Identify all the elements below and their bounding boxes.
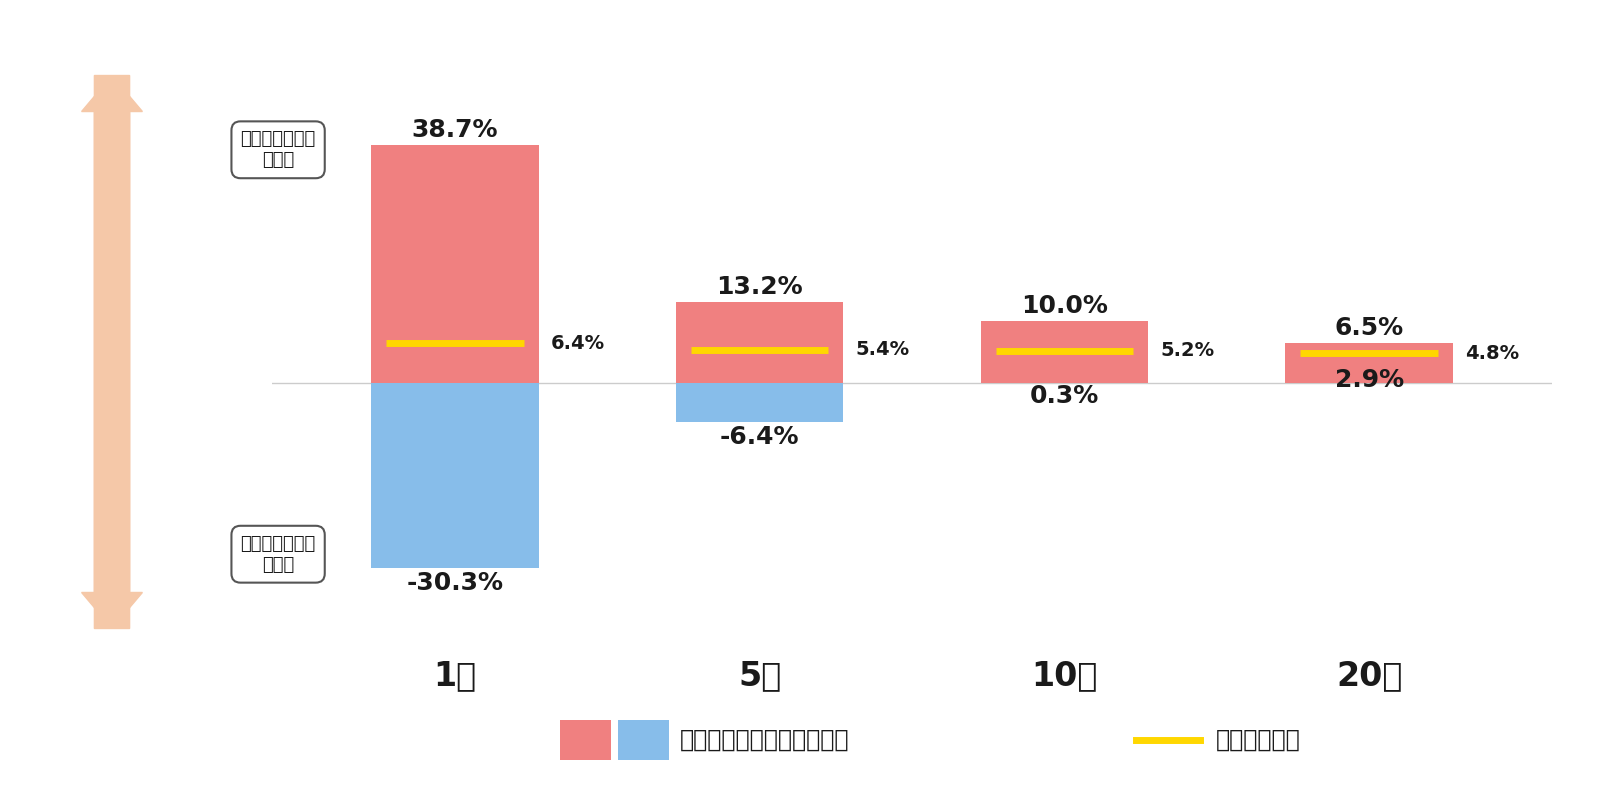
Text: リターンの振れ幅: リターンの振れ幅 bbox=[98, 286, 126, 418]
Text: 平均リターン: 平均リターン bbox=[1216, 728, 1301, 752]
Text: 13.2%: 13.2% bbox=[717, 274, 803, 298]
Text: -6.4%: -6.4% bbox=[720, 425, 800, 449]
Text: 年率リターンの
最小値: 年率リターンの 最小値 bbox=[240, 535, 315, 574]
Text: 38.7%: 38.7% bbox=[411, 118, 498, 142]
Bar bbox=[981, 322, 1149, 382]
Bar bbox=[371, 146, 539, 382]
Text: 5.4%: 5.4% bbox=[856, 340, 910, 359]
Text: 6.4%: 6.4% bbox=[550, 334, 605, 353]
Text: -30.3%: -30.3% bbox=[406, 571, 504, 595]
Text: 0.3%: 0.3% bbox=[1030, 384, 1099, 408]
Bar bbox=[371, 382, 539, 568]
Text: 5.2%: 5.2% bbox=[1160, 342, 1214, 360]
Text: 2.9%: 2.9% bbox=[1334, 368, 1403, 392]
Bar bbox=[675, 382, 843, 422]
Text: 6.5%: 6.5% bbox=[1334, 316, 1403, 340]
Text: 保有期間別リターンの範囲: 保有期間別リターンの範囲 bbox=[680, 728, 850, 752]
Text: 10.0%: 10.0% bbox=[1021, 294, 1107, 318]
Bar bbox=[1285, 343, 1453, 382]
Text: 年率リターンの
最大値: 年率リターンの 最大値 bbox=[240, 130, 315, 169]
Bar bbox=[675, 302, 843, 382]
Text: 4.8%: 4.8% bbox=[1466, 344, 1520, 362]
